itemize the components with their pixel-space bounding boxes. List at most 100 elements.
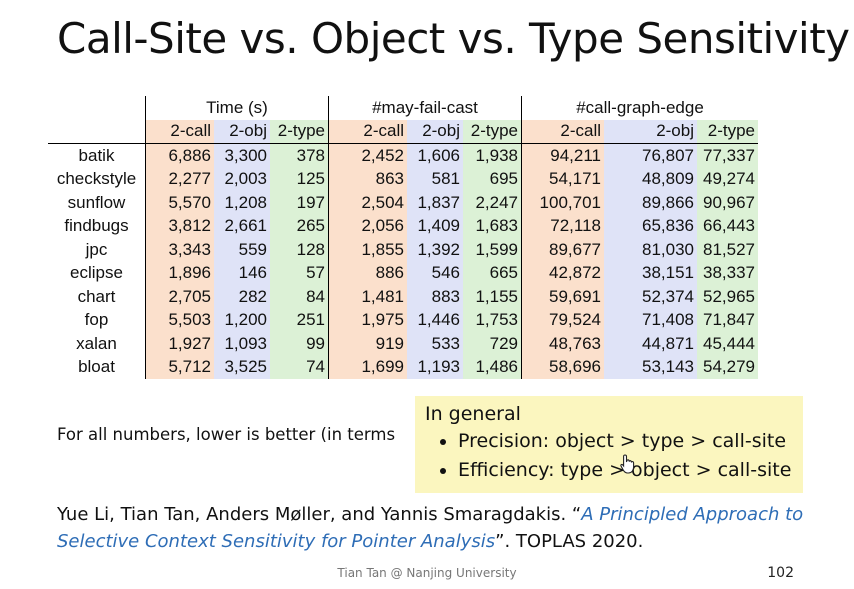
benchmark-name: eclipse xyxy=(70,263,123,283)
cell-edge-2type: 66,443 xyxy=(697,214,758,238)
cell-time-2type: 128 xyxy=(270,238,329,262)
sub-header-row: 2-call 2-obj 2-type 2-call 2-obj 2-type … xyxy=(48,119,758,144)
cell-edge-2obj: 65,836 xyxy=(604,214,697,238)
cell-time-2obj: 559 xyxy=(214,238,270,262)
cell-edge-2obj: 48,809 xyxy=(604,167,697,191)
cell-cast-2obj: 1,193 xyxy=(407,355,463,379)
cell-time-2call: 2,277 xyxy=(145,167,214,191)
benchmark-header xyxy=(48,119,146,144)
cell-time-2type: 125 xyxy=(270,167,329,191)
benchmark-name: checkstyle xyxy=(56,169,137,189)
cell-cast-2call: 2,504 xyxy=(328,191,407,215)
cell-time-2type: 84 xyxy=(270,285,329,309)
cell-time-2type: 99 xyxy=(270,332,329,356)
cell-time-2obj: 1,208 xyxy=(214,191,270,215)
table-row: chart 2,705 282 84 1,481 883 1,155 59,691 52,374… xyxy=(48,285,758,309)
cell-edge-2type: 81,527 xyxy=(697,238,758,262)
table-row: jpc 3,343 559 128 1,855 1,392 1,599 89,677 81,03… xyxy=(48,238,758,262)
cell-edge-2call: 94,211 xyxy=(521,143,604,168)
cell-cast-2call: 919 xyxy=(328,332,407,356)
cell-cast-2obj: 546 xyxy=(407,261,463,285)
cell-time-2obj: 282 xyxy=(214,285,270,309)
cell-time-2call: 6,886 xyxy=(145,143,214,168)
cell-cast-2call: 863 xyxy=(328,167,407,191)
results-table: Time (s) #may-fail-cast #call-graph-edge… xyxy=(48,96,758,379)
cell-cast-2type: 1,938 xyxy=(463,143,522,168)
cell-cast-2type: 2,247 xyxy=(463,191,522,215)
sub-header-cast-2call: 2-call xyxy=(328,119,407,144)
cell-cast-2obj: 581 xyxy=(407,167,463,191)
cell-edge-2call: 89,677 xyxy=(521,238,604,262)
callout-bullet-precision: Precision: object > type > call-site xyxy=(458,427,793,456)
hand-pointer-icon xyxy=(620,454,636,479)
benchmark-name: jpc xyxy=(85,239,108,259)
cell-cast-2obj: 1,606 xyxy=(407,143,463,168)
benchmark-name: chart xyxy=(77,286,116,306)
cell-edge-2call: 72,118 xyxy=(521,214,604,238)
slide-number: 102 xyxy=(767,565,794,581)
table-row: xalan 1,927 1,093 99 919 533 729 48,763 44,871 45… xyxy=(48,332,758,356)
sub-header-edge-2obj: 2-obj xyxy=(604,119,697,144)
callout-list: Precision: object > type > call-site Eff… xyxy=(425,427,793,485)
sub-header-time-2type: 2-type xyxy=(270,119,329,144)
cell-time-2type: 265 xyxy=(270,214,329,238)
group-header-may-fail-cast: #may-fail-cast xyxy=(328,96,522,120)
cell-time-2type: 57 xyxy=(270,261,329,285)
cell-cast-2obj: 1,446 xyxy=(407,308,463,332)
sub-header-time-2obj: 2-obj xyxy=(214,119,270,144)
cell-time-2type: 197 xyxy=(270,191,329,215)
citation-venue: ”. TOPLAS 2020. xyxy=(495,531,644,552)
cell-time-2call: 1,896 xyxy=(145,261,214,285)
cell-time-2type: 74 xyxy=(270,355,329,379)
cell-cast-2call: 2,452 xyxy=(328,143,407,168)
slide-title: Call-Site vs. Object vs. Type Sensitivit… xyxy=(57,14,850,63)
cell-time-2type: 378 xyxy=(270,143,329,168)
cell-edge-2call: 59,691 xyxy=(521,285,604,309)
footnote: For all numbers, lower is better (in ter… xyxy=(57,425,396,444)
cell-time-2obj: 1,093 xyxy=(214,332,270,356)
sub-header-time-2call: 2-call xyxy=(145,119,214,144)
cell-edge-2obj: 81,030 xyxy=(604,238,697,262)
cell-edge-2type: 54,279 xyxy=(697,355,758,379)
cell-time-2obj: 3,300 xyxy=(214,143,270,168)
cell-time-2call: 5,570 xyxy=(145,191,214,215)
cell-cast-2type: 695 xyxy=(463,167,522,191)
cell-cast-2obj: 1,409 xyxy=(407,214,463,238)
cell-time-2call: 3,812 xyxy=(145,214,214,238)
benchmark-name: xalan xyxy=(76,333,117,353)
cell-edge-2type: 71,847 xyxy=(697,308,758,332)
cell-edge-2obj: 89,866 xyxy=(604,191,697,215)
cell-cast-2type: 729 xyxy=(463,332,522,356)
table-row: checkstyle 2,277 2,003 125 863 581 695 54,171 48… xyxy=(48,167,758,191)
cell-edge-2call: 54,171 xyxy=(521,167,604,191)
cell-cast-2type: 1,683 xyxy=(463,214,522,238)
table-row: bloat 5,712 3,525 74 1,699 1,193 1,486 58,696 53… xyxy=(48,355,758,379)
benchmark-name: sunflow xyxy=(67,192,126,212)
slide-footer: Tian Tan @ Nanjing University xyxy=(337,566,517,580)
cell-edge-2obj: 38,151 xyxy=(604,261,697,285)
group-header-time: Time (s) xyxy=(145,96,329,120)
benchmark-name: bloat xyxy=(78,357,115,377)
sub-header-edge-2call: 2-call xyxy=(521,119,604,144)
cell-cast-2call: 1,481 xyxy=(328,285,407,309)
cell-cast-2obj: 533 xyxy=(407,332,463,356)
cell-time-2obj: 2,003 xyxy=(214,167,270,191)
sub-header-edge-2type: 2-type xyxy=(697,119,758,144)
cell-cast-2call: 1,855 xyxy=(328,238,407,262)
cell-edge-2obj: 44,871 xyxy=(604,332,697,356)
cell-edge-2call: 100,701 xyxy=(521,191,604,215)
table-row: eclipse 1,896 146 57 886 546 665 42,872 38,151 38… xyxy=(48,261,758,285)
group-header-call-graph-edge: #call-graph-edge xyxy=(521,96,758,120)
cell-edge-2obj: 71,408 xyxy=(604,308,697,332)
cell-time-2call: 5,503 xyxy=(145,308,214,332)
cell-cast-2type: 1,599 xyxy=(463,238,522,262)
table-row: sunflow 5,570 1,208 197 2,504 1,837 2,247 100,7… xyxy=(48,191,758,215)
benchmark-name: fop xyxy=(84,310,109,330)
citation-paper-link[interactable]: A Principled Approach to Selective Conte… xyxy=(57,504,804,552)
cell-cast-2type: 1,486 xyxy=(463,355,522,379)
cell-cast-2call: 1,699 xyxy=(328,355,407,379)
callout-heading: In general xyxy=(425,403,521,425)
cell-cast-2obj: 883 xyxy=(407,285,463,309)
table-row: batik 6,886 3,300 378 2,452 1,606 1,938 94,211 7… xyxy=(48,143,758,168)
cell-time-2obj: 3,525 xyxy=(214,355,270,379)
